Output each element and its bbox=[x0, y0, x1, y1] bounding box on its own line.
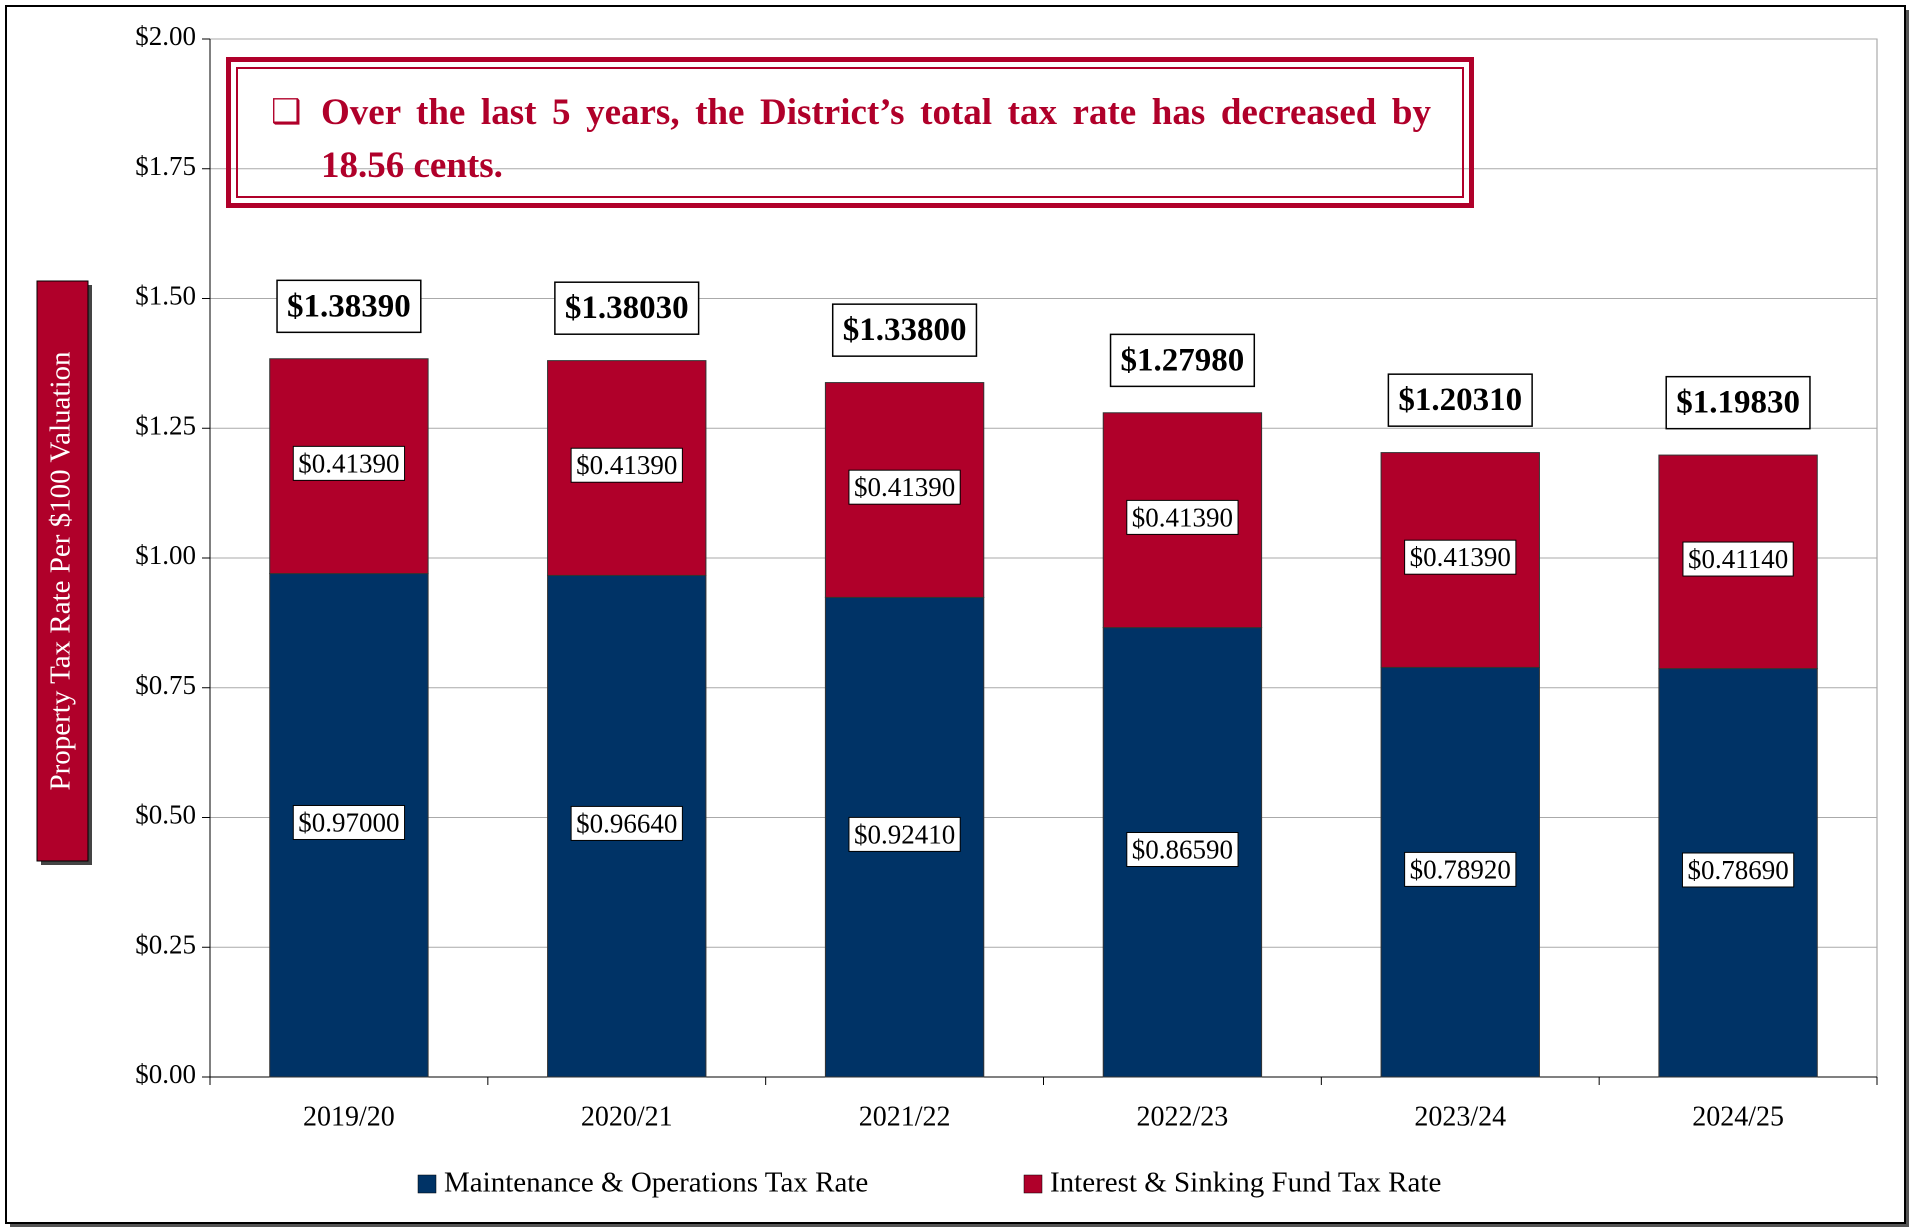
x-tick-label: 2021/22 bbox=[859, 1101, 951, 1132]
y-tick-label: $0.25 bbox=[135, 929, 196, 959]
total-label-box bbox=[554, 281, 700, 335]
checkbox-icon: ❑ bbox=[271, 92, 302, 132]
value-label-group: $0.41140 bbox=[1682, 541, 1794, 577]
value-label-group: $0.78920 bbox=[1404, 851, 1517, 887]
total-label-box bbox=[1665, 375, 1811, 430]
total-label: $1.19830 bbox=[1676, 385, 1800, 421]
total-label-box bbox=[276, 279, 422, 334]
value-label-box bbox=[1682, 541, 1794, 577]
value-label: $0.78920 bbox=[1410, 854, 1511, 884]
value-label: $0.41140 bbox=[1688, 544, 1788, 574]
x-tick-label: 2020/21 bbox=[581, 1101, 673, 1132]
value-label: $0.41390 bbox=[854, 472, 955, 502]
value-label: $0.97000 bbox=[298, 807, 399, 837]
x-tick-label: 2022/23 bbox=[1137, 1101, 1229, 1132]
value-label-box bbox=[570, 447, 683, 483]
x-tick-label: 2024/25 bbox=[1692, 1101, 1784, 1132]
annotation: Over the last 5 years, the District’s to… bbox=[321, 92, 1431, 186]
total-label: $1.27980 bbox=[1121, 342, 1245, 378]
value-label-group: $0.41390 bbox=[1404, 539, 1517, 575]
value-label-group: $0.86590 bbox=[1126, 832, 1239, 868]
y-tick-label: $0.75 bbox=[135, 670, 196, 700]
y-tick-label: $1.75 bbox=[135, 151, 196, 181]
total-label-group: $1.19830 bbox=[1665, 375, 1811, 430]
value-label-group: $0.96640 bbox=[570, 805, 683, 841]
y-axis-label: Property Tax Rate Per $100 Valuation bbox=[45, 351, 77, 791]
y-tick-label: $2.00 bbox=[135, 21, 196, 51]
total-label-box bbox=[1109, 333, 1256, 388]
total-label: $1.20310 bbox=[1398, 382, 1522, 418]
value-label-box bbox=[848, 469, 961, 505]
value-label-group: $0.92410 bbox=[848, 816, 961, 852]
x-tick-label: 2019/20 bbox=[303, 1101, 395, 1132]
value-label-group: $0.41390 bbox=[570, 447, 683, 483]
total-label-group: $1.38390 bbox=[276, 279, 422, 334]
value-label-box bbox=[1126, 832, 1239, 868]
value-label: $0.92410 bbox=[854, 819, 955, 849]
value-label-box bbox=[570, 805, 683, 841]
value-label-box bbox=[292, 804, 406, 840]
value-label-group: $0.41390 bbox=[292, 445, 406, 481]
value-label: $0.41390 bbox=[1132, 502, 1233, 532]
value-label: $0.78690 bbox=[1687, 855, 1788, 885]
y-tick-label: $1.00 bbox=[135, 540, 196, 570]
x-tick-label: 2023/24 bbox=[1414, 1101, 1506, 1132]
total-label: $1.33800 bbox=[843, 312, 967, 348]
total-label-group: $1.38030 bbox=[554, 281, 700, 335]
total-label-box bbox=[1387, 373, 1533, 427]
value-label-box bbox=[1126, 499, 1239, 535]
value-label-group: $0.78690 bbox=[1681, 852, 1795, 888]
value-label-box bbox=[292, 445, 406, 481]
total-label-group: $1.20310 bbox=[1387, 373, 1533, 427]
legend-swatch bbox=[417, 1174, 437, 1194]
y-tick-label: $0.50 bbox=[135, 800, 196, 830]
total-label-box bbox=[831, 303, 978, 357]
total-label: $1.38030 bbox=[565, 290, 689, 326]
y-tick-label: $0.00 bbox=[135, 1059, 196, 1089]
y-tick-label: $1.25 bbox=[135, 410, 196, 440]
y-label-bg bbox=[36, 280, 89, 862]
legend-swatch bbox=[1023, 1174, 1043, 1194]
y-axis-label-box: Property Tax Rate Per $100 Valuation bbox=[36, 280, 92, 865]
total-label-group: $1.33800 bbox=[831, 303, 978, 357]
annotation-box: ❑ Over the last 5 years, the District’s … bbox=[226, 57, 1474, 208]
legend-label: Interest & Sinking Fund Tax Rate bbox=[1050, 1167, 1441, 1199]
value-label-box bbox=[1404, 851, 1517, 887]
value-label-group: $0.41390 bbox=[1126, 499, 1239, 535]
value-label: $0.41390 bbox=[576, 450, 677, 480]
value-label: $0.86590 bbox=[1132, 835, 1233, 865]
value-label-group: $0.41390 bbox=[848, 469, 961, 505]
total-label: $1.38390 bbox=[287, 288, 411, 324]
value-label: $0.41390 bbox=[1410, 542, 1511, 572]
legend-label: Maintenance & Operations Tax Rate bbox=[444, 1167, 868, 1199]
value-label-group: $0.97000 bbox=[292, 804, 406, 840]
value-label-box bbox=[1404, 539, 1517, 575]
value-label-box bbox=[848, 816, 961, 852]
value-label: $0.41390 bbox=[298, 448, 399, 478]
value-label: $0.96640 bbox=[576, 808, 677, 838]
value-label-box bbox=[1681, 852, 1795, 888]
total-label-group: $1.27980 bbox=[1109, 333, 1256, 388]
y-tick-label: $1.50 bbox=[135, 281, 196, 311]
